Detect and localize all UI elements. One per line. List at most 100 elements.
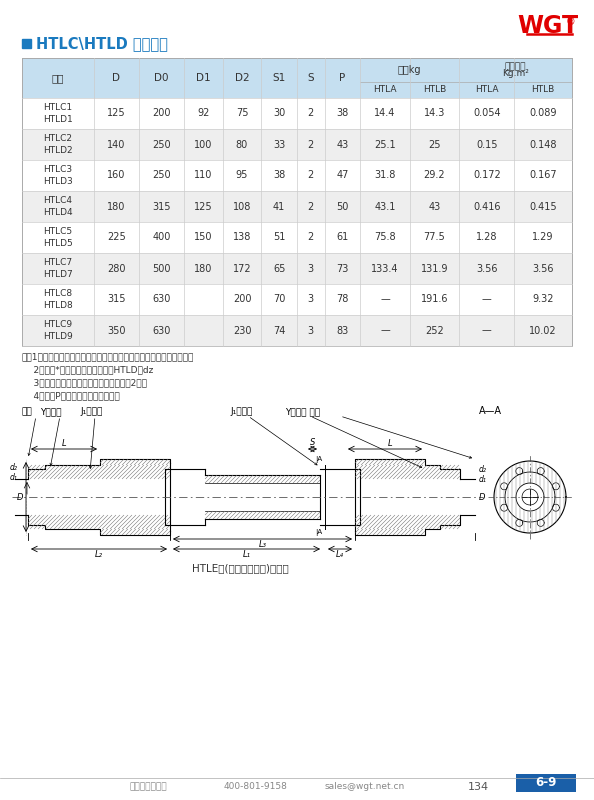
Text: 33: 33 — [273, 139, 285, 150]
Text: 75.8: 75.8 — [374, 233, 396, 242]
Text: 0.054: 0.054 — [473, 109, 501, 118]
Text: HTLB: HTLB — [532, 86, 555, 94]
Text: HTLC2
HTLD2: HTLC2 HTLD2 — [43, 134, 72, 155]
Text: Y型轴孔: Y型轴孔 — [40, 407, 62, 416]
Text: 9.32: 9.32 — [532, 294, 554, 305]
Text: HTLC9
HTLD9: HTLC9 HTLD9 — [43, 320, 72, 341]
Text: D: D — [17, 493, 23, 502]
Bar — [22, 39, 31, 48]
Text: 30: 30 — [273, 109, 285, 118]
Text: 2: 2 — [308, 233, 314, 242]
Text: 38: 38 — [273, 170, 285, 181]
Text: Kg.m²: Kg.m² — [502, 70, 529, 78]
Text: d₂: d₂ — [10, 463, 18, 473]
Text: 138: 138 — [233, 233, 251, 242]
Text: 2: 2 — [308, 202, 314, 211]
Text: 92: 92 — [197, 109, 210, 118]
Text: L: L — [388, 439, 392, 448]
Text: 133.4: 133.4 — [371, 263, 399, 274]
Text: 2: 2 — [308, 170, 314, 181]
Text: 0.15: 0.15 — [476, 139, 498, 150]
Text: 51: 51 — [273, 233, 285, 242]
Bar — [22, 284, 572, 315]
Text: 0.148: 0.148 — [529, 139, 557, 150]
Text: 38: 38 — [336, 109, 349, 118]
Text: 280: 280 — [107, 263, 125, 274]
Text: 61: 61 — [336, 233, 349, 242]
Text: HTLC\HTLD 型联轴器: HTLC\HTLD 型联轴器 — [36, 36, 168, 51]
Text: 95: 95 — [236, 170, 248, 181]
Text: 77.5: 77.5 — [424, 233, 446, 242]
Text: |A: |A — [315, 456, 322, 463]
Bar — [22, 222, 572, 253]
Text: D: D — [112, 73, 120, 83]
Bar — [22, 160, 572, 191]
Text: d₂: d₂ — [479, 465, 487, 474]
Text: 110: 110 — [194, 170, 213, 181]
Text: D2: D2 — [235, 73, 249, 83]
Text: 29.2: 29.2 — [424, 170, 446, 181]
Text: 3: 3 — [308, 326, 314, 335]
Text: —: — — [380, 294, 390, 305]
Text: 250: 250 — [152, 139, 171, 150]
Text: HTLE型(带中间轴套型)联轴器: HTLE型(带中间轴套型)联轴器 — [192, 563, 288, 573]
Text: 2: 2 — [308, 109, 314, 118]
Text: 0.415: 0.415 — [529, 202, 557, 211]
Text: HTLC3
HTLD3: HTLC3 HTLD3 — [43, 165, 72, 186]
Text: A—A: A—A — [479, 406, 501, 416]
Text: 3.56: 3.56 — [476, 263, 498, 274]
Text: HTLC7
HTLD7: HTLC7 HTLD7 — [43, 258, 72, 279]
Text: WGT: WGT — [517, 14, 579, 38]
Text: 14.4: 14.4 — [374, 109, 396, 118]
Bar — [22, 129, 572, 160]
Text: 65: 65 — [273, 263, 285, 274]
Text: J₁型轴孔: J₁型轴孔 — [80, 407, 102, 416]
Text: S: S — [310, 438, 315, 447]
Text: 中国威高减速机: 中国威高减速机 — [129, 782, 167, 791]
Text: 630: 630 — [153, 326, 170, 335]
Text: L: L — [62, 439, 67, 448]
Text: 转动惯量: 转动惯量 — [505, 62, 526, 71]
Text: 172: 172 — [233, 263, 251, 274]
Text: D: D — [479, 493, 485, 502]
Text: 25.1: 25.1 — [374, 139, 396, 150]
Text: 75: 75 — [236, 109, 248, 118]
Text: HTLB: HTLB — [423, 86, 446, 94]
Text: HTLA: HTLA — [373, 86, 397, 94]
Text: D0: D0 — [154, 73, 169, 83]
Text: 315: 315 — [152, 202, 171, 211]
Bar — [22, 253, 572, 284]
Text: |A: |A — [315, 529, 322, 536]
Text: P: P — [339, 73, 346, 83]
Text: 400: 400 — [153, 233, 170, 242]
Bar — [22, 58, 572, 98]
Text: 125: 125 — [107, 109, 125, 118]
Text: 3: 3 — [308, 294, 314, 305]
Text: 50: 50 — [336, 202, 349, 211]
Text: d₁: d₁ — [10, 473, 18, 482]
Bar — [22, 315, 572, 346]
Text: 注：1、联轴器的质量及转动量是按铸铁件最小轴孔尺寸计算的近似値。: 注：1、联轴器的质量及转动量是按铸铁件最小轴孔尺寸计算的近似値。 — [22, 352, 194, 361]
Text: 1.29: 1.29 — [532, 233, 554, 242]
Text: HTLC5
HTLD5: HTLC5 HTLD5 — [43, 227, 72, 248]
Text: —: — — [482, 326, 492, 335]
Text: 100: 100 — [194, 139, 213, 150]
Text: 350: 350 — [107, 326, 125, 335]
Text: 200: 200 — [233, 294, 251, 305]
Text: 78: 78 — [336, 294, 349, 305]
Text: sales@wgt.net.cn: sales@wgt.net.cn — [325, 782, 405, 791]
Text: 0.416: 0.416 — [473, 202, 501, 211]
Bar — [22, 191, 572, 222]
Text: 0.167: 0.167 — [529, 170, 557, 181]
Text: 型号: 型号 — [52, 73, 64, 83]
Text: 630: 630 — [153, 294, 170, 305]
Text: —: — — [380, 326, 390, 335]
Text: L₂: L₂ — [95, 550, 103, 559]
Text: d₁: d₁ — [479, 474, 487, 483]
Text: HTLC4
HTLD4: HTLC4 HTLD4 — [43, 196, 72, 217]
Text: 43: 43 — [428, 202, 441, 211]
Text: 70: 70 — [273, 294, 285, 305]
Text: 160: 160 — [107, 170, 125, 181]
Text: Y型轴孔 标志: Y型轴孔 标志 — [285, 407, 320, 416]
Text: 2、标记*号的轴孔直径不适用于HTLD型dz: 2、标记*号的轴孔直径不适用于HTLD型dz — [22, 365, 153, 374]
